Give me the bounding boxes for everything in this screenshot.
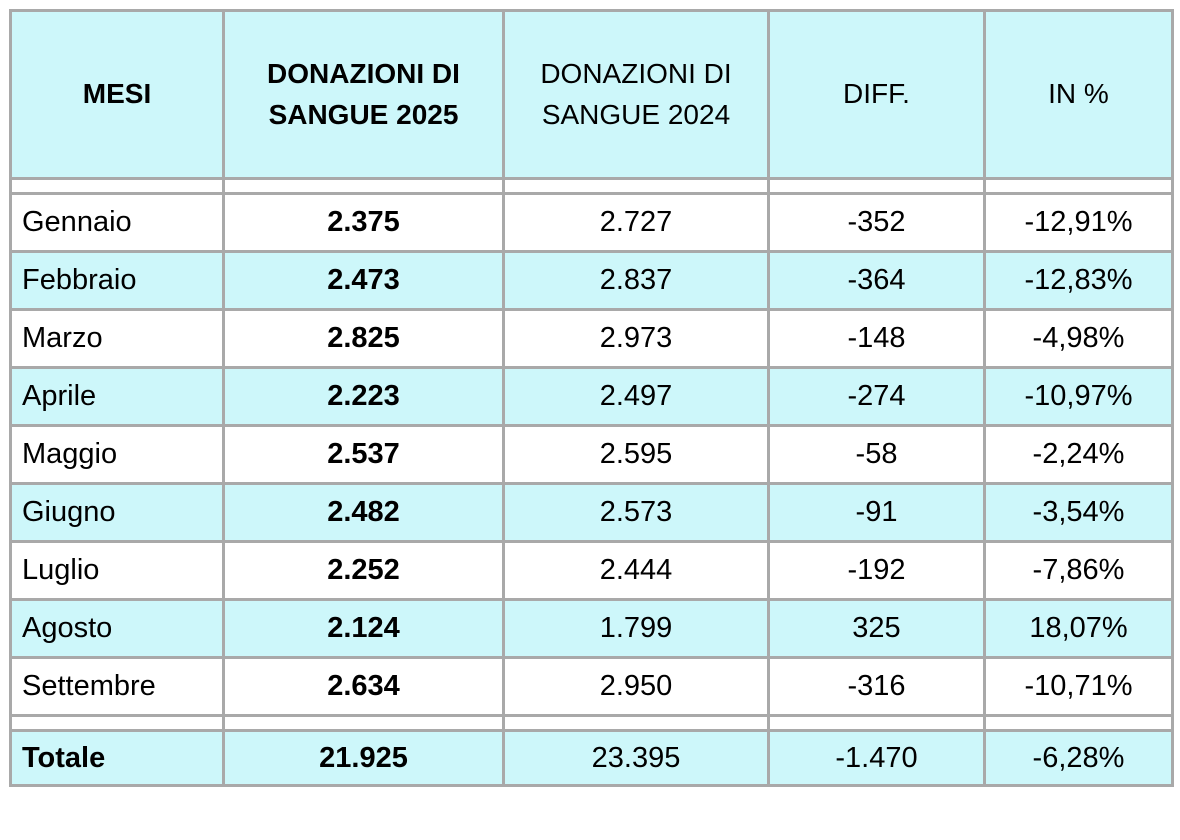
donations-2024-cell: 2.573 (502, 482, 770, 543)
table-row: Settembre 2.634 2.950 -316 -10,71% (9, 656, 1174, 717)
table-row: Maggio 2.537 2.595 -58 -2,24% (9, 424, 1174, 485)
diff-cell: -364 (767, 250, 986, 311)
month-cell: Agosto (9, 598, 225, 659)
percent-cell: -2,24% (983, 424, 1174, 485)
donations-2025-cell: 2.375 (222, 192, 505, 253)
total-row: Totale 21.925 23.395 -1.470 -6,28% (9, 729, 1174, 787)
donations-2025-cell: 2.124 (222, 598, 505, 659)
percent-cell: -12,91% (983, 192, 1174, 253)
diff-cell: -192 (767, 540, 986, 601)
column-header-donazioni-2024: DONAZIONI DI SANGUE 2024 (502, 9, 770, 180)
table-row: Gennaio 2.375 2.727 -352 -12,91% (9, 192, 1174, 253)
header-row: MESI DONAZIONI DI SANGUE 2025 DONAZIONI … (9, 9, 1174, 180)
table-row: Luglio 2.252 2.444 -192 -7,86% (9, 540, 1174, 601)
donations-2024-cell: 2.595 (502, 424, 770, 485)
donations-2024-cell: 2.444 (502, 540, 770, 601)
donations-2025-cell: 2.537 (222, 424, 505, 485)
column-header-diff: DIFF. (767, 9, 986, 180)
donations-2025-cell: 2.252 (222, 540, 505, 601)
total-label-cell: Totale (9, 729, 225, 787)
table-row: Agosto 2.124 1.799 325 18,07% (9, 598, 1174, 659)
table-row: Febbraio 2.473 2.837 -364 -12,83% (9, 250, 1174, 311)
total-percent-cell: -6,28% (983, 729, 1174, 787)
donations-2025-cell: 2.473 (222, 250, 505, 311)
month-cell: Gennaio (9, 192, 225, 253)
percent-cell: -12,83% (983, 250, 1174, 311)
total-2024-cell: 23.395 (502, 729, 770, 787)
donations-2025-cell: 2.482 (222, 482, 505, 543)
month-cell: Maggio (9, 424, 225, 485)
donations-2025-cell: 2.223 (222, 366, 505, 427)
total-diff-cell: -1.470 (767, 729, 986, 787)
diff-cell: -91 (767, 482, 986, 543)
donations-2024-cell: 1.799 (502, 598, 770, 659)
percent-cell: -3,54% (983, 482, 1174, 543)
page: MESI DONAZIONI DI SANGUE 2025 DONAZIONI … (9, 9, 1174, 787)
diff-cell: -316 (767, 656, 986, 717)
donations-2024-cell: 2.727 (502, 192, 770, 253)
donations-2024-cell: 2.837 (502, 250, 770, 311)
month-cell: Luglio (9, 540, 225, 601)
spacer-row (9, 714, 1174, 732)
donations-2024-cell: 2.973 (502, 308, 770, 369)
table-row: Marzo 2.825 2.973 -148 -4,98% (9, 308, 1174, 369)
month-cell: Aprile (9, 366, 225, 427)
percent-cell: -10,71% (983, 656, 1174, 717)
month-cell: Giugno (9, 482, 225, 543)
diff-cell: -148 (767, 308, 986, 369)
diff-cell: -274 (767, 366, 986, 427)
column-header-percent: IN % (983, 9, 1174, 180)
month-cell: Settembre (9, 656, 225, 717)
table-row: Aprile 2.223 2.497 -274 -10,97% (9, 366, 1174, 427)
month-cell: Febbraio (9, 250, 225, 311)
diff-cell: -58 (767, 424, 986, 485)
donations-table: MESI DONAZIONI DI SANGUE 2025 DONAZIONI … (9, 9, 1174, 787)
donations-2024-cell: 2.950 (502, 656, 770, 717)
diff-cell: 325 (767, 598, 986, 659)
percent-cell: 18,07% (983, 598, 1174, 659)
spacer-row (9, 177, 1174, 195)
total-2025-cell: 21.925 (222, 729, 505, 787)
percent-cell: -10,97% (983, 366, 1174, 427)
column-header-donazioni-2025: DONAZIONI DI SANGUE 2025 (222, 9, 505, 180)
donations-2024-cell: 2.497 (502, 366, 770, 427)
column-header-mesi: MESI (9, 9, 225, 180)
donations-2025-cell: 2.825 (222, 308, 505, 369)
diff-cell: -352 (767, 192, 986, 253)
percent-cell: -4,98% (983, 308, 1174, 369)
month-cell: Marzo (9, 308, 225, 369)
table-row: Giugno 2.482 2.573 -91 -3,54% (9, 482, 1174, 543)
percent-cell: -7,86% (983, 540, 1174, 601)
donations-2025-cell: 2.634 (222, 656, 505, 717)
